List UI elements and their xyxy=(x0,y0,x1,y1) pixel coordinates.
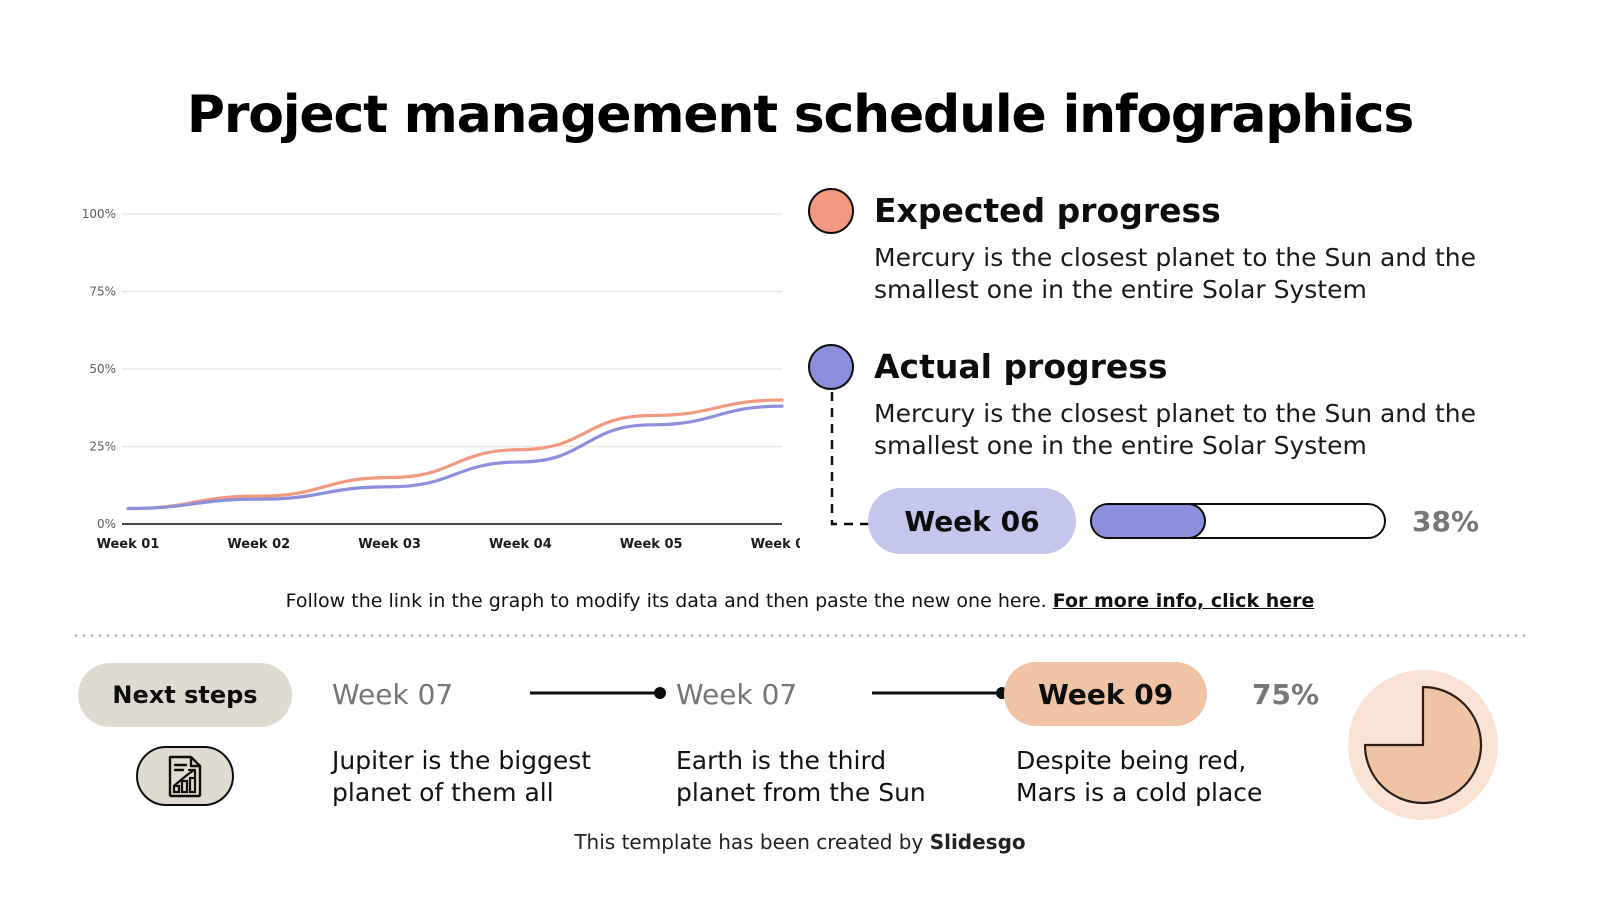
step-1-body-wrap: Jupiter is the biggest planet of them al… xyxy=(332,745,642,809)
svg-text:75%: 75% xyxy=(89,285,116,299)
step-3-body-wrap: Despite being red, Mars is a cold place xyxy=(1016,745,1326,809)
chart-note-text: Follow the link in the graph to modify i… xyxy=(285,590,1053,612)
step-connector-1 xyxy=(530,687,666,699)
svg-text:Week 01: Week 01 xyxy=(97,537,160,552)
legend-body-expected: Mercury is the closest planet to the Sun… xyxy=(874,243,1476,304)
svg-text:Week 02: Week 02 xyxy=(227,537,290,552)
expected-progress-dot xyxy=(808,188,854,234)
legend-heading-actual: Actual progress xyxy=(874,347,1168,386)
svg-text:25%: 25% xyxy=(89,440,116,454)
svg-text:Week 03: Week 03 xyxy=(358,537,421,552)
step-2: Week 07 xyxy=(676,678,797,711)
pie-slice-filled xyxy=(1363,685,1483,805)
legend-body-actual: Mercury is the closest planet to the Sun… xyxy=(874,399,1476,460)
credits-text: This template has been created by Slides… xyxy=(0,830,1600,854)
completion-pie-chart xyxy=(1348,670,1498,820)
step-2-week: Week 07 xyxy=(676,678,798,711)
credits-prefix: This template has been created by xyxy=(574,830,930,854)
step-2-body-wrap: Earth is the third planet from the Sun xyxy=(676,745,986,809)
legend-item-actual: Actual progress Mercury is the closest p… xyxy=(808,344,1568,476)
document-chart-icon xyxy=(136,746,234,806)
step-3-week-pill[interactable]: Week 09 xyxy=(1004,662,1208,726)
page-title: Project management schedule infographics xyxy=(186,85,1414,145)
actual-progress-dot xyxy=(808,344,854,390)
svg-text:100%: 100% xyxy=(82,207,116,221)
chart-note: Follow the link in the graph to modify i… xyxy=(0,590,1600,612)
step-1-body: Jupiter is the biggest planet of them al… xyxy=(332,746,592,807)
step-1: Week 07 xyxy=(332,678,453,711)
svg-text:Week 06: Week 06 xyxy=(751,537,800,552)
credits-brand: Slidesgo xyxy=(929,830,1026,854)
next-steps-pill[interactable]: Next steps xyxy=(78,663,292,727)
svg-text:50%: 50% xyxy=(89,362,116,376)
dashed-connector-line xyxy=(830,392,884,526)
step-1-week: Week 07 xyxy=(332,678,454,711)
svg-text:Week 05: Week 05 xyxy=(620,537,683,552)
pie-percent-label: 75% xyxy=(1252,678,1320,711)
svg-text:Week 04: Week 04 xyxy=(489,537,552,552)
step-2-body: Earth is the third planet from the Sun xyxy=(676,746,926,807)
progress-bar-track[interactable] xyxy=(1090,503,1386,539)
legend-item-expected: Expected progress Mercury is the closest… xyxy=(808,188,1568,320)
week06-pill[interactable]: Week 06 xyxy=(868,488,1076,554)
progress-bar-fill xyxy=(1092,505,1207,537)
progress-percent-label: 38% xyxy=(1412,504,1480,538)
document-chart-icon-glyph xyxy=(168,755,202,798)
line-chart-svg: 0% 25% 50% 75% 100% Week 01 Week 02 Week 03 Week… xyxy=(82,207,800,552)
svg-text:0%: 0% xyxy=(97,517,116,531)
legend-heading-expected: Expected progress xyxy=(874,191,1221,230)
week06-progress-row: Week 06 38% xyxy=(868,486,1479,556)
progress-line-chart[interactable]: 0% 25% 50% 75% 100% Week 01 Week 02 Week 03 Week… xyxy=(80,190,800,560)
step-connector-2 xyxy=(872,687,1008,699)
dotted-divider xyxy=(72,634,1528,637)
legend-panel: Expected progress Mercury is the closest… xyxy=(808,188,1568,476)
step-3-body: Despite being red, Mars is a cold place xyxy=(1016,746,1263,807)
step-3: Week 09 xyxy=(1004,662,1208,726)
more-info-link[interactable]: For more info, click here xyxy=(1052,590,1315,612)
